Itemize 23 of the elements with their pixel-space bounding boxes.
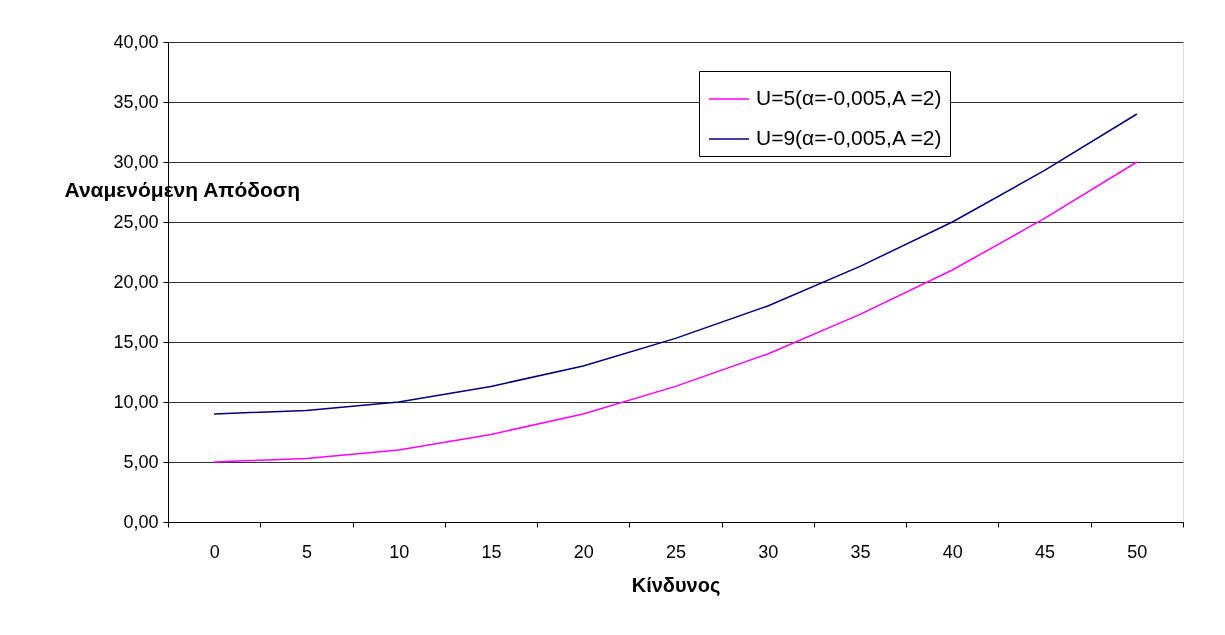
y-tick-label: 30,00 [113, 151, 159, 172]
y-tick-label: 25,00 [113, 211, 159, 232]
y-tick-label: 10,00 [113, 391, 159, 412]
legend-label: U=5(α=-0,005,A =2) [756, 86, 942, 109]
x-tick-label: 40 [942, 541, 963, 562]
x-tick-label: 35 [850, 541, 871, 562]
x-tick-label: 15 [481, 541, 502, 562]
x-tick-label: 20 [573, 541, 594, 562]
y-tick-label: 15,00 [113, 331, 159, 352]
legend-label: U=9(α=-0,005,A =2) [756, 126, 942, 149]
y-tick-label: 35,00 [113, 91, 159, 112]
y-tick-label: 40,00 [113, 31, 159, 52]
y-tick-label: 5,00 [123, 451, 159, 472]
x-tick-label: 45 [1035, 541, 1056, 562]
x-tick-label: 0 [209, 541, 220, 562]
x-tick-label: 25 [665, 541, 687, 562]
x-tick-label: 30 [758, 541, 779, 562]
x-axis-title: Κίνδυνος [631, 573, 721, 596]
x-tick-label: 5 [301, 541, 312, 562]
y-tick-label: 0,00 [123, 511, 159, 532]
y-tick-label: 20,00 [113, 271, 159, 292]
x-tick-label: 10 [389, 541, 410, 562]
x-tick-label: 50 [1127, 541, 1148, 562]
